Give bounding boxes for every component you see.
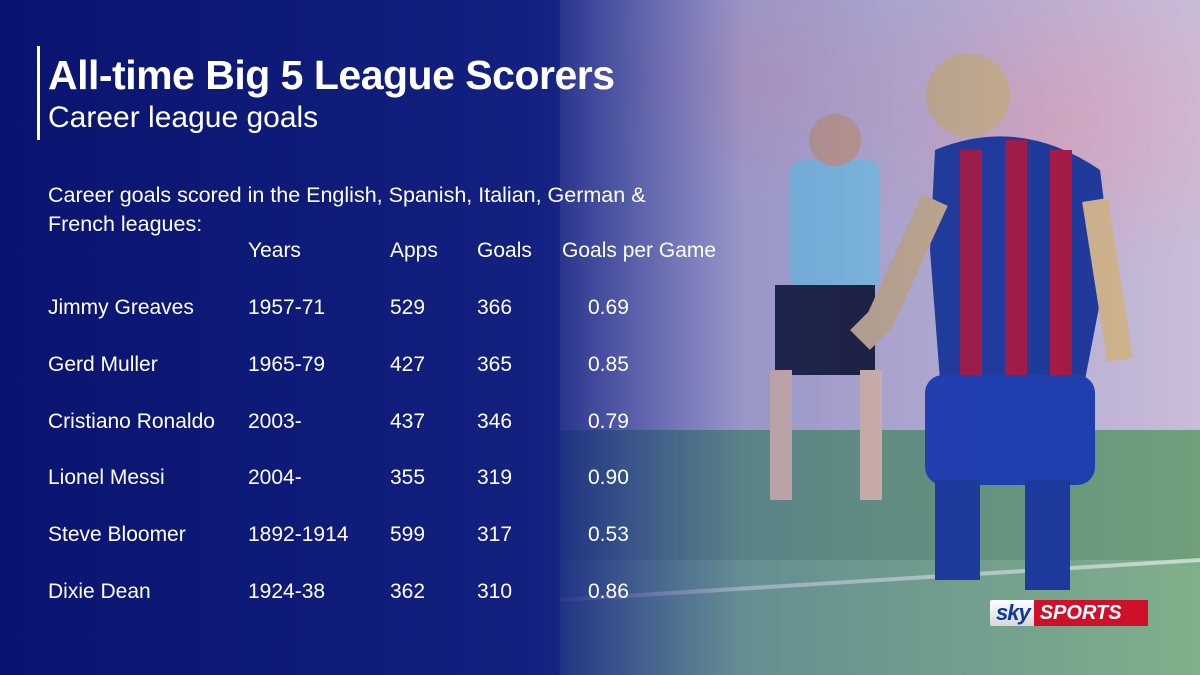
title: All-time Big 5 League Scorers bbox=[48, 52, 615, 98]
player-name: Steve Bloomer bbox=[48, 523, 186, 547]
table-cell: 599 bbox=[390, 523, 426, 547]
table-cell: 346 bbox=[477, 409, 513, 433]
table-cell: 0.86 bbox=[588, 580, 629, 603]
title-bar bbox=[37, 46, 40, 140]
player-name: Cristiano Ronaldo bbox=[48, 409, 215, 433]
intro-text: Career goals scored in the English, Span… bbox=[48, 183, 646, 236]
player-name: Lionel Messi bbox=[48, 466, 165, 490]
table-cell: 319 bbox=[477, 466, 513, 490]
table-cell: 365 bbox=[477, 352, 513, 376]
table-cell: 0.69 bbox=[588, 296, 629, 319]
table-cell: 362 bbox=[390, 580, 426, 603]
table-cell: 2004- bbox=[248, 466, 302, 490]
column-header: Goals bbox=[477, 239, 532, 262]
table-cell: 2003- bbox=[248, 409, 302, 433]
player-name: Dixie Dean bbox=[48, 580, 151, 603]
logo-brand: sky bbox=[996, 600, 1031, 625]
table-cell: 0.85 bbox=[588, 352, 629, 376]
logo-product: SPORTS bbox=[1033, 600, 1148, 626]
table-cell: 1924-38 bbox=[248, 580, 326, 603]
table-cell: 1965-79 bbox=[248, 352, 326, 376]
table-cell: 366 bbox=[477, 296, 513, 319]
logo: sky SPORTS bbox=[990, 600, 1148, 626]
table-cell: 0.79 bbox=[588, 409, 629, 433]
table-cell: 437 bbox=[390, 409, 426, 433]
table-cell: 317 bbox=[477, 523, 513, 547]
player-name: Jimmy Greaves bbox=[48, 296, 194, 319]
column-header: Apps bbox=[390, 239, 438, 262]
column-header: Goals per Game bbox=[562, 239, 717, 262]
table-cell: 529 bbox=[390, 296, 426, 319]
subtitle: Career league goals bbox=[48, 101, 319, 134]
player-name: Gerd Muller bbox=[48, 352, 158, 376]
table-cell: 310 bbox=[477, 580, 513, 603]
table-cell: 427 bbox=[390, 352, 426, 376]
table-cell: 0.90 bbox=[588, 466, 629, 490]
table-cell: 1957-71 bbox=[248, 296, 326, 319]
table-cell: 355 bbox=[390, 466, 426, 490]
column-header: Years bbox=[248, 239, 301, 262]
table-cell: 0.53 bbox=[588, 523, 629, 547]
table-cell: 1892-1914 bbox=[248, 523, 349, 547]
